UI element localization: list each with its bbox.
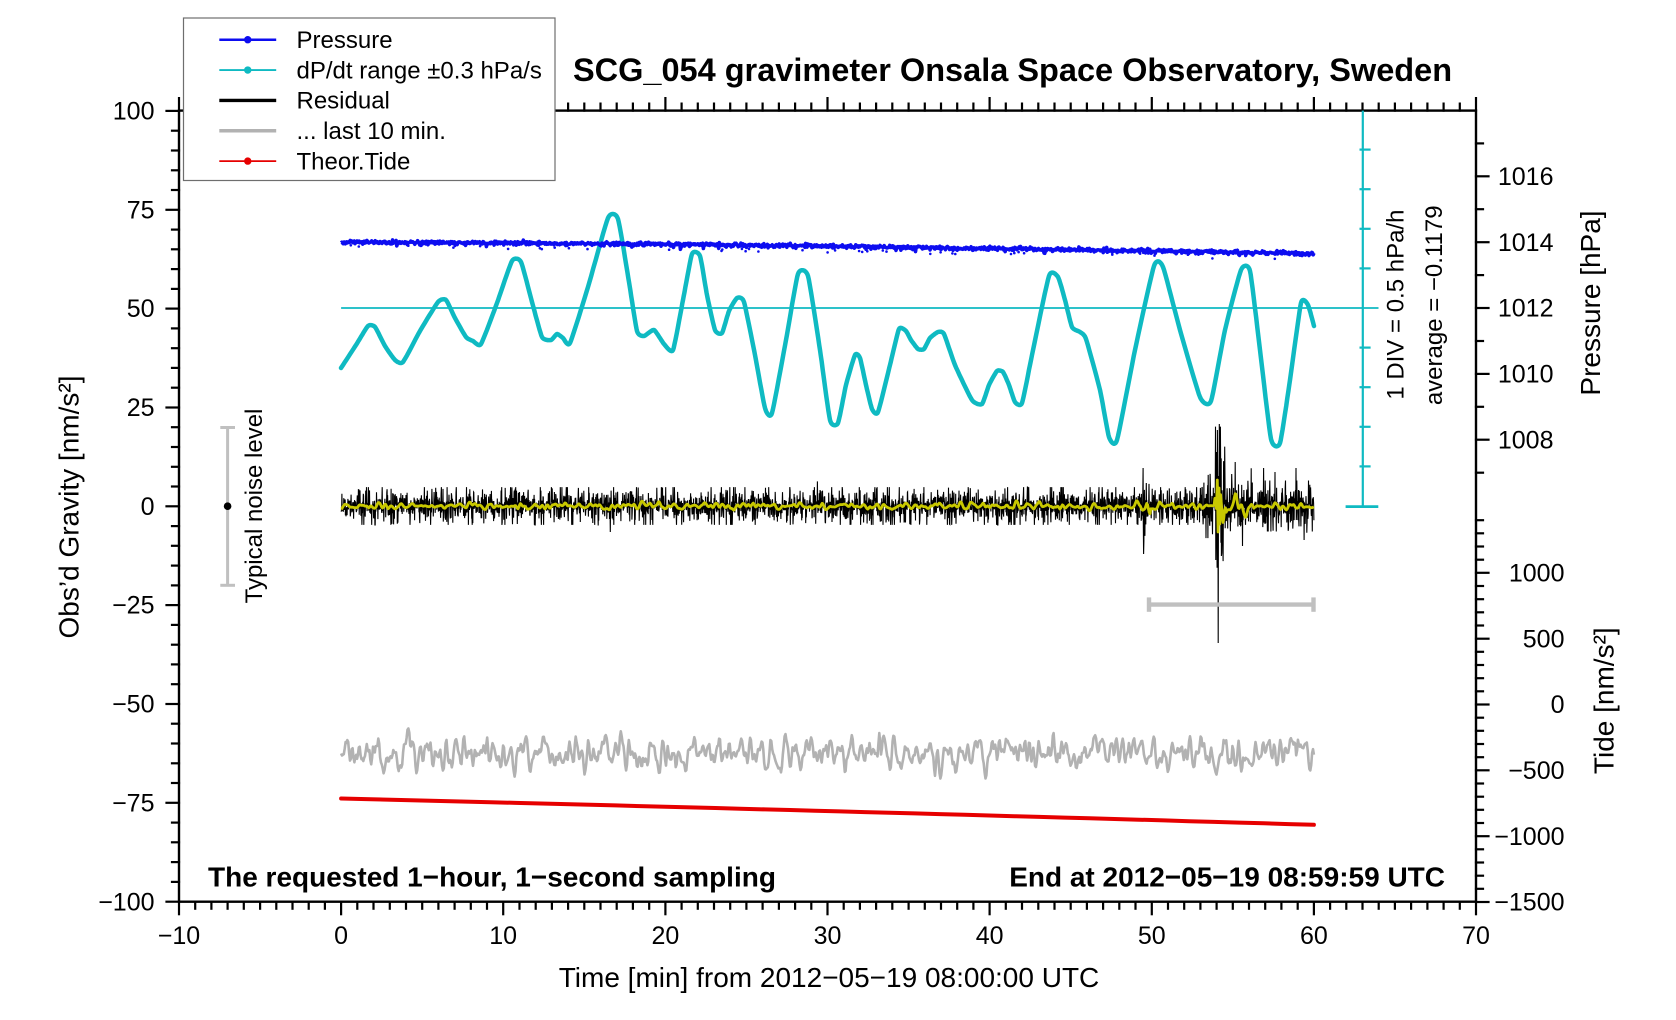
svg-text:60: 60 xyxy=(1300,922,1328,950)
svg-text:average = −0.1179: average = −0.1179 xyxy=(1421,205,1448,405)
svg-text:... last 10 min.: ... last 10 min. xyxy=(297,118,446,145)
svg-text:End at 2012−05−19 08:59:59 UTC: End at 2012−05−19 08:59:59 UTC xyxy=(1009,861,1445,892)
svg-text:30: 30 xyxy=(814,922,842,950)
svg-text:1 DIV = 0.5 hPa/h: 1 DIV = 0.5 hPa/h xyxy=(1383,210,1410,400)
svg-text:dP/dt range ±0.3 hPa/s: dP/dt range ±0.3 hPa/s xyxy=(297,57,542,84)
svg-text:70: 70 xyxy=(1462,922,1490,950)
svg-text:1012: 1012 xyxy=(1498,295,1554,323)
svg-text:Typical noise level: Typical noise level xyxy=(241,409,268,604)
svg-text:25: 25 xyxy=(127,394,155,422)
svg-text:40: 40 xyxy=(976,922,1004,950)
svg-text:SCG_054 gravimeter Onsala Spac: SCG_054 gravimeter Onsala Space Observat… xyxy=(573,52,1452,88)
svg-text:−1000: −1000 xyxy=(1494,823,1564,851)
svg-text:−100: −100 xyxy=(98,888,154,916)
svg-text:−75: −75 xyxy=(112,789,154,817)
svg-text:The requested 1−hour, 1−second: The requested 1−hour, 1−second sampling xyxy=(208,861,776,892)
svg-text:500: 500 xyxy=(1523,625,1565,653)
svg-text:Time [min] from 2012−05−19 08:: Time [min] from 2012−05−19 08:00:00 UTC xyxy=(559,962,1100,993)
svg-text:−1500: −1500 xyxy=(1494,889,1564,917)
svg-text:−10: −10 xyxy=(158,922,200,950)
svg-text:1010: 1010 xyxy=(1498,361,1554,389)
svg-text:0: 0 xyxy=(141,493,155,521)
svg-text:1008: 1008 xyxy=(1498,426,1554,454)
svg-text:−50: −50 xyxy=(112,691,154,719)
svg-text:Theor.Tide: Theor.Tide xyxy=(297,148,411,175)
svg-text:Obs’d Gravity [nm/s²]: Obs’d Gravity [nm/s²] xyxy=(54,376,85,639)
svg-text:0: 0 xyxy=(334,922,348,950)
svg-text:Tide [nm/s²]: Tide [nm/s²] xyxy=(1589,627,1620,774)
svg-text:1000: 1000 xyxy=(1509,559,1565,587)
svg-text:10: 10 xyxy=(489,922,517,950)
svg-text:100: 100 xyxy=(113,98,155,126)
svg-text:20: 20 xyxy=(651,922,679,950)
svg-text:−500: −500 xyxy=(1508,757,1564,785)
svg-text:Pressure: Pressure xyxy=(297,27,393,54)
svg-text:Residual: Residual xyxy=(297,88,390,115)
svg-text:1016: 1016 xyxy=(1498,163,1554,191)
svg-text:50: 50 xyxy=(1138,922,1166,950)
svg-text:75: 75 xyxy=(127,196,155,224)
svg-text:0: 0 xyxy=(1551,691,1565,719)
svg-text:−25: −25 xyxy=(112,592,154,620)
svg-text:Pressure [hPa]: Pressure [hPa] xyxy=(1575,210,1606,395)
svg-text:1014: 1014 xyxy=(1498,229,1554,257)
svg-text:50: 50 xyxy=(127,295,155,323)
